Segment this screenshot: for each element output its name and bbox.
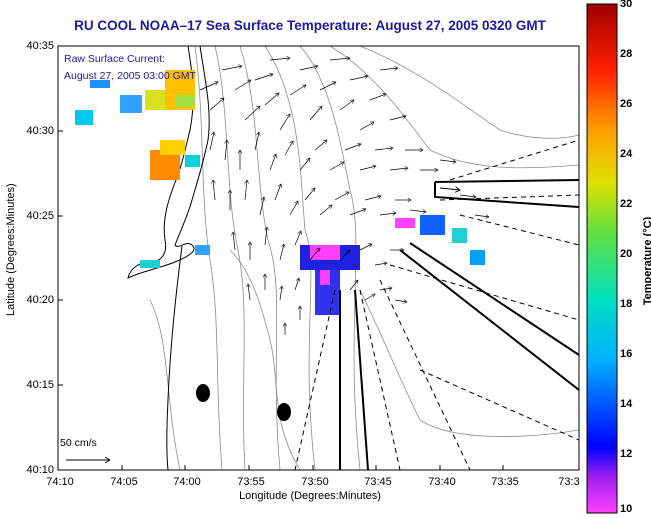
colorbar-tick: 28 <box>620 48 633 60</box>
axis-ticks <box>58 130 504 470</box>
colorbar-tick: 20 <box>620 248 633 260</box>
scale-label: 50 cm/s <box>60 437 97 449</box>
colorbar-tick: 30 <box>620 0 633 10</box>
x-tick-label: 73:55 <box>237 476 265 488</box>
colorbar-tick: 12 <box>620 448 633 460</box>
radar-site-marker <box>196 384 210 402</box>
bathymetry-contours <box>149 46 579 470</box>
colorbar-tick: 16 <box>620 348 633 360</box>
x-tick-label: 73:35 <box>491 476 519 488</box>
colorbar <box>586 3 618 514</box>
x-tick-label: 74:05 <box>110 476 138 488</box>
colorbar-tick: 14 <box>620 398 633 410</box>
coastline <box>127 46 210 470</box>
x-axis-label: Longitude (Degrees:Minutes) <box>239 490 381 502</box>
y-tick-label: 40:35 <box>26 40 54 52</box>
y-tick-label: 40:15 <box>26 379 54 391</box>
colorbar-tick: 10 <box>620 503 633 515</box>
radar-beams <box>294 139 579 470</box>
current-vectors <box>199 58 489 335</box>
x-tick-label: 74:00 <box>173 476 201 488</box>
colorbar-tick: 18 <box>620 298 633 310</box>
colorbar-tick: 24 <box>620 148 633 160</box>
x-tick-label: 73:3 <box>558 476 580 488</box>
x-tick-label: 73:40 <box>428 476 456 488</box>
x-tick-label: 73:50 <box>301 476 329 488</box>
colorbar-tick: 26 <box>620 98 633 110</box>
plot-frame <box>57 45 580 471</box>
x-tick-label: 73:45 <box>364 476 392 488</box>
map-title: RU COOL NOAA–17 Sea Surface Temperature:… <box>74 18 546 33</box>
sst-patches <box>75 70 485 315</box>
legend-line-2: August 27, 2005 03:00 GMT <box>64 70 196 82</box>
y-tick-label: 40:10 <box>26 464 54 476</box>
radar-site-marker <box>277 403 291 421</box>
legend-line-1: Raw Surface Current: <box>64 53 165 65</box>
y-tick-label: 40:20 <box>26 294 54 306</box>
colorbar-tick: 22 <box>620 198 633 210</box>
y-tick-label: 40:30 <box>26 125 54 137</box>
y-tick-label: 40:25 <box>26 210 54 222</box>
x-tick-label: 74:10 <box>46 476 74 488</box>
